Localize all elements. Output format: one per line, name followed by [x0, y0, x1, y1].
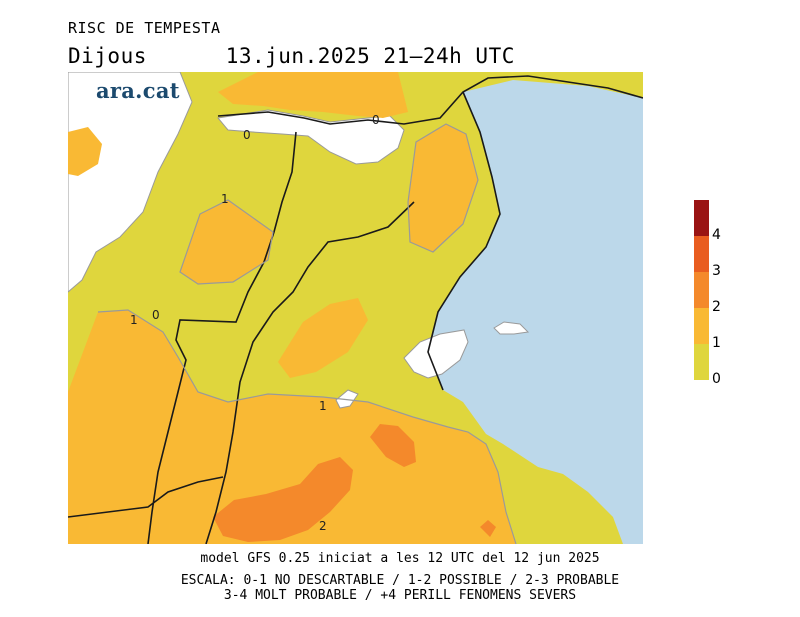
- sea-area: [428, 80, 643, 544]
- legend-tick-label: 4: [712, 227, 721, 243]
- contour-line: [179, 199, 274, 285]
- risk-area-1-2-northwest: [180, 200, 273, 284]
- risk-area-1-2-west-strip: [68, 127, 102, 176]
- forecast-datetime: 13.jun.2025 21—24h UTC: [225, 44, 515, 68]
- legend-swatch-2-3: [694, 272, 709, 308]
- contour-label: 1: [221, 192, 229, 206]
- risk-area-2-3-south: [213, 457, 353, 542]
- storm-risk-map: [68, 72, 643, 544]
- island-mallorca: [403, 329, 469, 379]
- legend-tick-label: 3: [712, 263, 721, 279]
- legend-swatch-3-4: [694, 236, 709, 272]
- region-border-south: [68, 476, 224, 518]
- contour-label: 2: [319, 519, 327, 533]
- risk-area-1-2-north: [218, 72, 408, 118]
- coastline-border: [427, 91, 501, 391]
- risk-area-2-3-spot: [480, 520, 496, 537]
- legend-swatch-0-1: [694, 344, 709, 380]
- contour-label: 0: [152, 308, 160, 322]
- region-border-east: [205, 201, 415, 544]
- contour-label: 1: [319, 399, 327, 413]
- forecast-period: Dijous 13.jun.2025 21—24h UTC: [68, 44, 515, 68]
- ara-cat-logo: ara.cat: [96, 78, 180, 103]
- excluded-area-west: [68, 72, 193, 293]
- region-border-west: [147, 131, 297, 544]
- excluded-area-north: [217, 109, 405, 165]
- scale-description-line2: 3-4 MOLT PROBABLE / +4 PERILL FENOMENS S…: [223, 588, 577, 603]
- chart-title: RISC DE TEMPESTA: [68, 19, 221, 37]
- scale-description-line1: ESCALA: 0-1 NO DESCARTABLE / 1-2 POSSIBL…: [180, 573, 620, 588]
- risk-area-1-2-south: [68, 310, 516, 544]
- legend-swatch-1-2: [694, 308, 709, 344]
- contour-label: 1: [130, 313, 138, 327]
- contour-line: [407, 123, 479, 253]
- legend-swatch-4-plus: [694, 200, 709, 236]
- legend-tick-label: 1: [712, 335, 721, 351]
- risk-area-1-2-central: [278, 298, 368, 378]
- legend-tick-label: 0: [712, 371, 721, 387]
- contour-label: 0: [372, 113, 380, 127]
- risk-color-legend: [694, 200, 709, 380]
- model-info: model GFS 0.25 iniciat a les 12 UTC del …: [200, 551, 600, 566]
- pyrenees-border: [217, 75, 643, 125]
- risk-area-2-3-east: [370, 424, 416, 467]
- legend-tick-label: 2: [712, 299, 721, 315]
- risk-area-1-2-northeast: [408, 124, 478, 252]
- contour-label: 0: [243, 128, 251, 142]
- island-menorca: [493, 321, 530, 335]
- forecast-day: Dijous: [68, 44, 147, 68]
- contour-line: [97, 309, 517, 544]
